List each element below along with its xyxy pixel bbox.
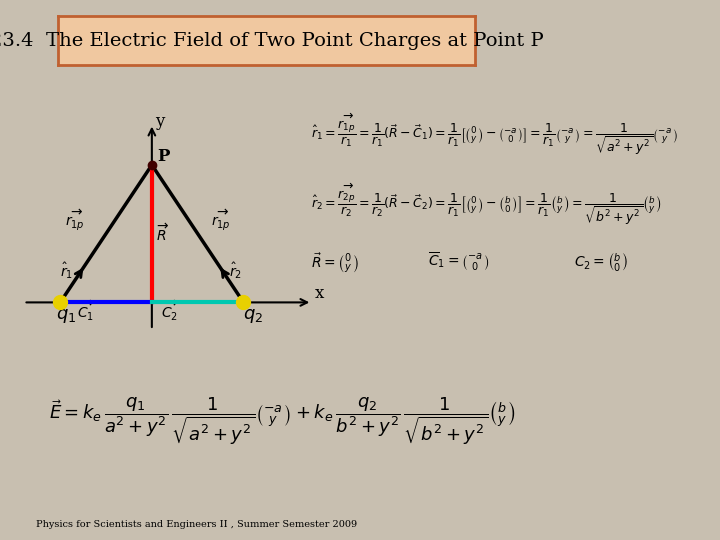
Text: $\vec{R}=\binom{0}{y}$: $\vec{R}=\binom{0}{y}$ — [311, 251, 359, 275]
Text: 23.4  The Electric Field of Two Point Charges at Point P: 23.4 The Electric Field of Two Point Cha… — [0, 31, 544, 50]
Text: $\overrightarrow{R}$: $\overrightarrow{R}$ — [156, 222, 170, 244]
Text: $q_2$: $q_2$ — [243, 307, 264, 325]
Text: $\overrightarrow{C_2}$: $\overrightarrow{C_2}$ — [161, 299, 179, 323]
Text: y: y — [156, 113, 165, 131]
Text: $\overrightarrow{r_{1p}}$: $\overrightarrow{r_{1p}}$ — [212, 208, 231, 233]
Text: $\hat{r}_2 = \dfrac{\overrightarrow{r_{2p}}}{r_2} = \dfrac{1}{r_2}(\vec{R}-\vec{: $\hat{r}_2 = \dfrac{\overrightarrow{r_{2… — [311, 181, 662, 227]
Text: $\hat{r}_1$: $\hat{r}_1$ — [60, 260, 73, 281]
Text: $q_1$: $q_1$ — [55, 307, 76, 325]
Text: $\overline{C}_1=\binom{-a}{0}$: $\overline{C}_1=\binom{-a}{0}$ — [428, 251, 489, 273]
Text: $\overrightarrow{r_{1p}}$: $\overrightarrow{r_{1p}}$ — [65, 208, 84, 233]
Text: $C_2=\binom{b}{0}$: $C_2=\binom{b}{0}$ — [574, 251, 629, 274]
Text: Physics for Scientists and Engineers II , Summer Semester 2009: Physics for Scientists and Engineers II … — [36, 520, 357, 529]
Text: $\vec{E} = k_e \, \dfrac{q_1}{a^2+y^2} \, \dfrac{1}{\sqrt{a^2+y^2}}\binom{-a}{y}: $\vec{E} = k_e \, \dfrac{q_1}{a^2+y^2} \… — [49, 396, 516, 448]
Text: x: x — [315, 285, 324, 302]
Text: P: P — [158, 148, 170, 165]
Text: $\overrightarrow{C_1}$: $\overrightarrow{C_1}$ — [77, 299, 94, 323]
Text: $\hat{r}_2$: $\hat{r}_2$ — [229, 260, 242, 281]
Text: $\hat{r}_1 = \dfrac{\overrightarrow{r_{1p}}}{r_1} = \dfrac{1}{r_1}(\vec{R}-\vec{: $\hat{r}_1 = \dfrac{\overrightarrow{r_{1… — [311, 112, 678, 157]
